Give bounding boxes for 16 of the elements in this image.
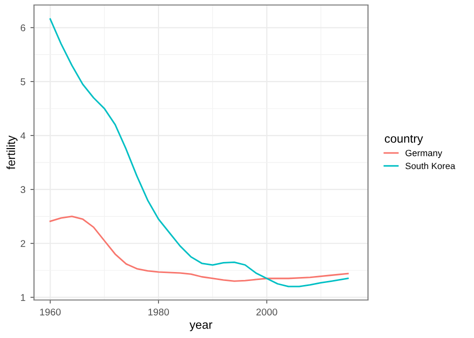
legend-label: Germany bbox=[406, 150, 442, 158]
y-tick-label: 4 bbox=[20, 132, 26, 140]
x-tick-label: 1960 bbox=[40, 308, 61, 316]
x-tick-label: 2000 bbox=[256, 308, 278, 316]
line-series bbox=[49, 18, 349, 288]
legend-label: South Korea bbox=[406, 162, 456, 170]
y-tick-label: 5 bbox=[20, 78, 26, 86]
x-axis-title: year bbox=[190, 322, 212, 332]
y-tick-label: 6 bbox=[20, 24, 26, 32]
y-tick-label: 2 bbox=[20, 240, 26, 247]
y-tick-label: 3 bbox=[20, 186, 26, 194]
legend-title: country bbox=[384, 134, 424, 146]
y-tick-label: 1 bbox=[21, 294, 26, 301]
y-axis-title: fertility bbox=[6, 135, 18, 170]
x-tick-label: 1980 bbox=[148, 308, 169, 316]
line-series bbox=[49, 216, 349, 282]
